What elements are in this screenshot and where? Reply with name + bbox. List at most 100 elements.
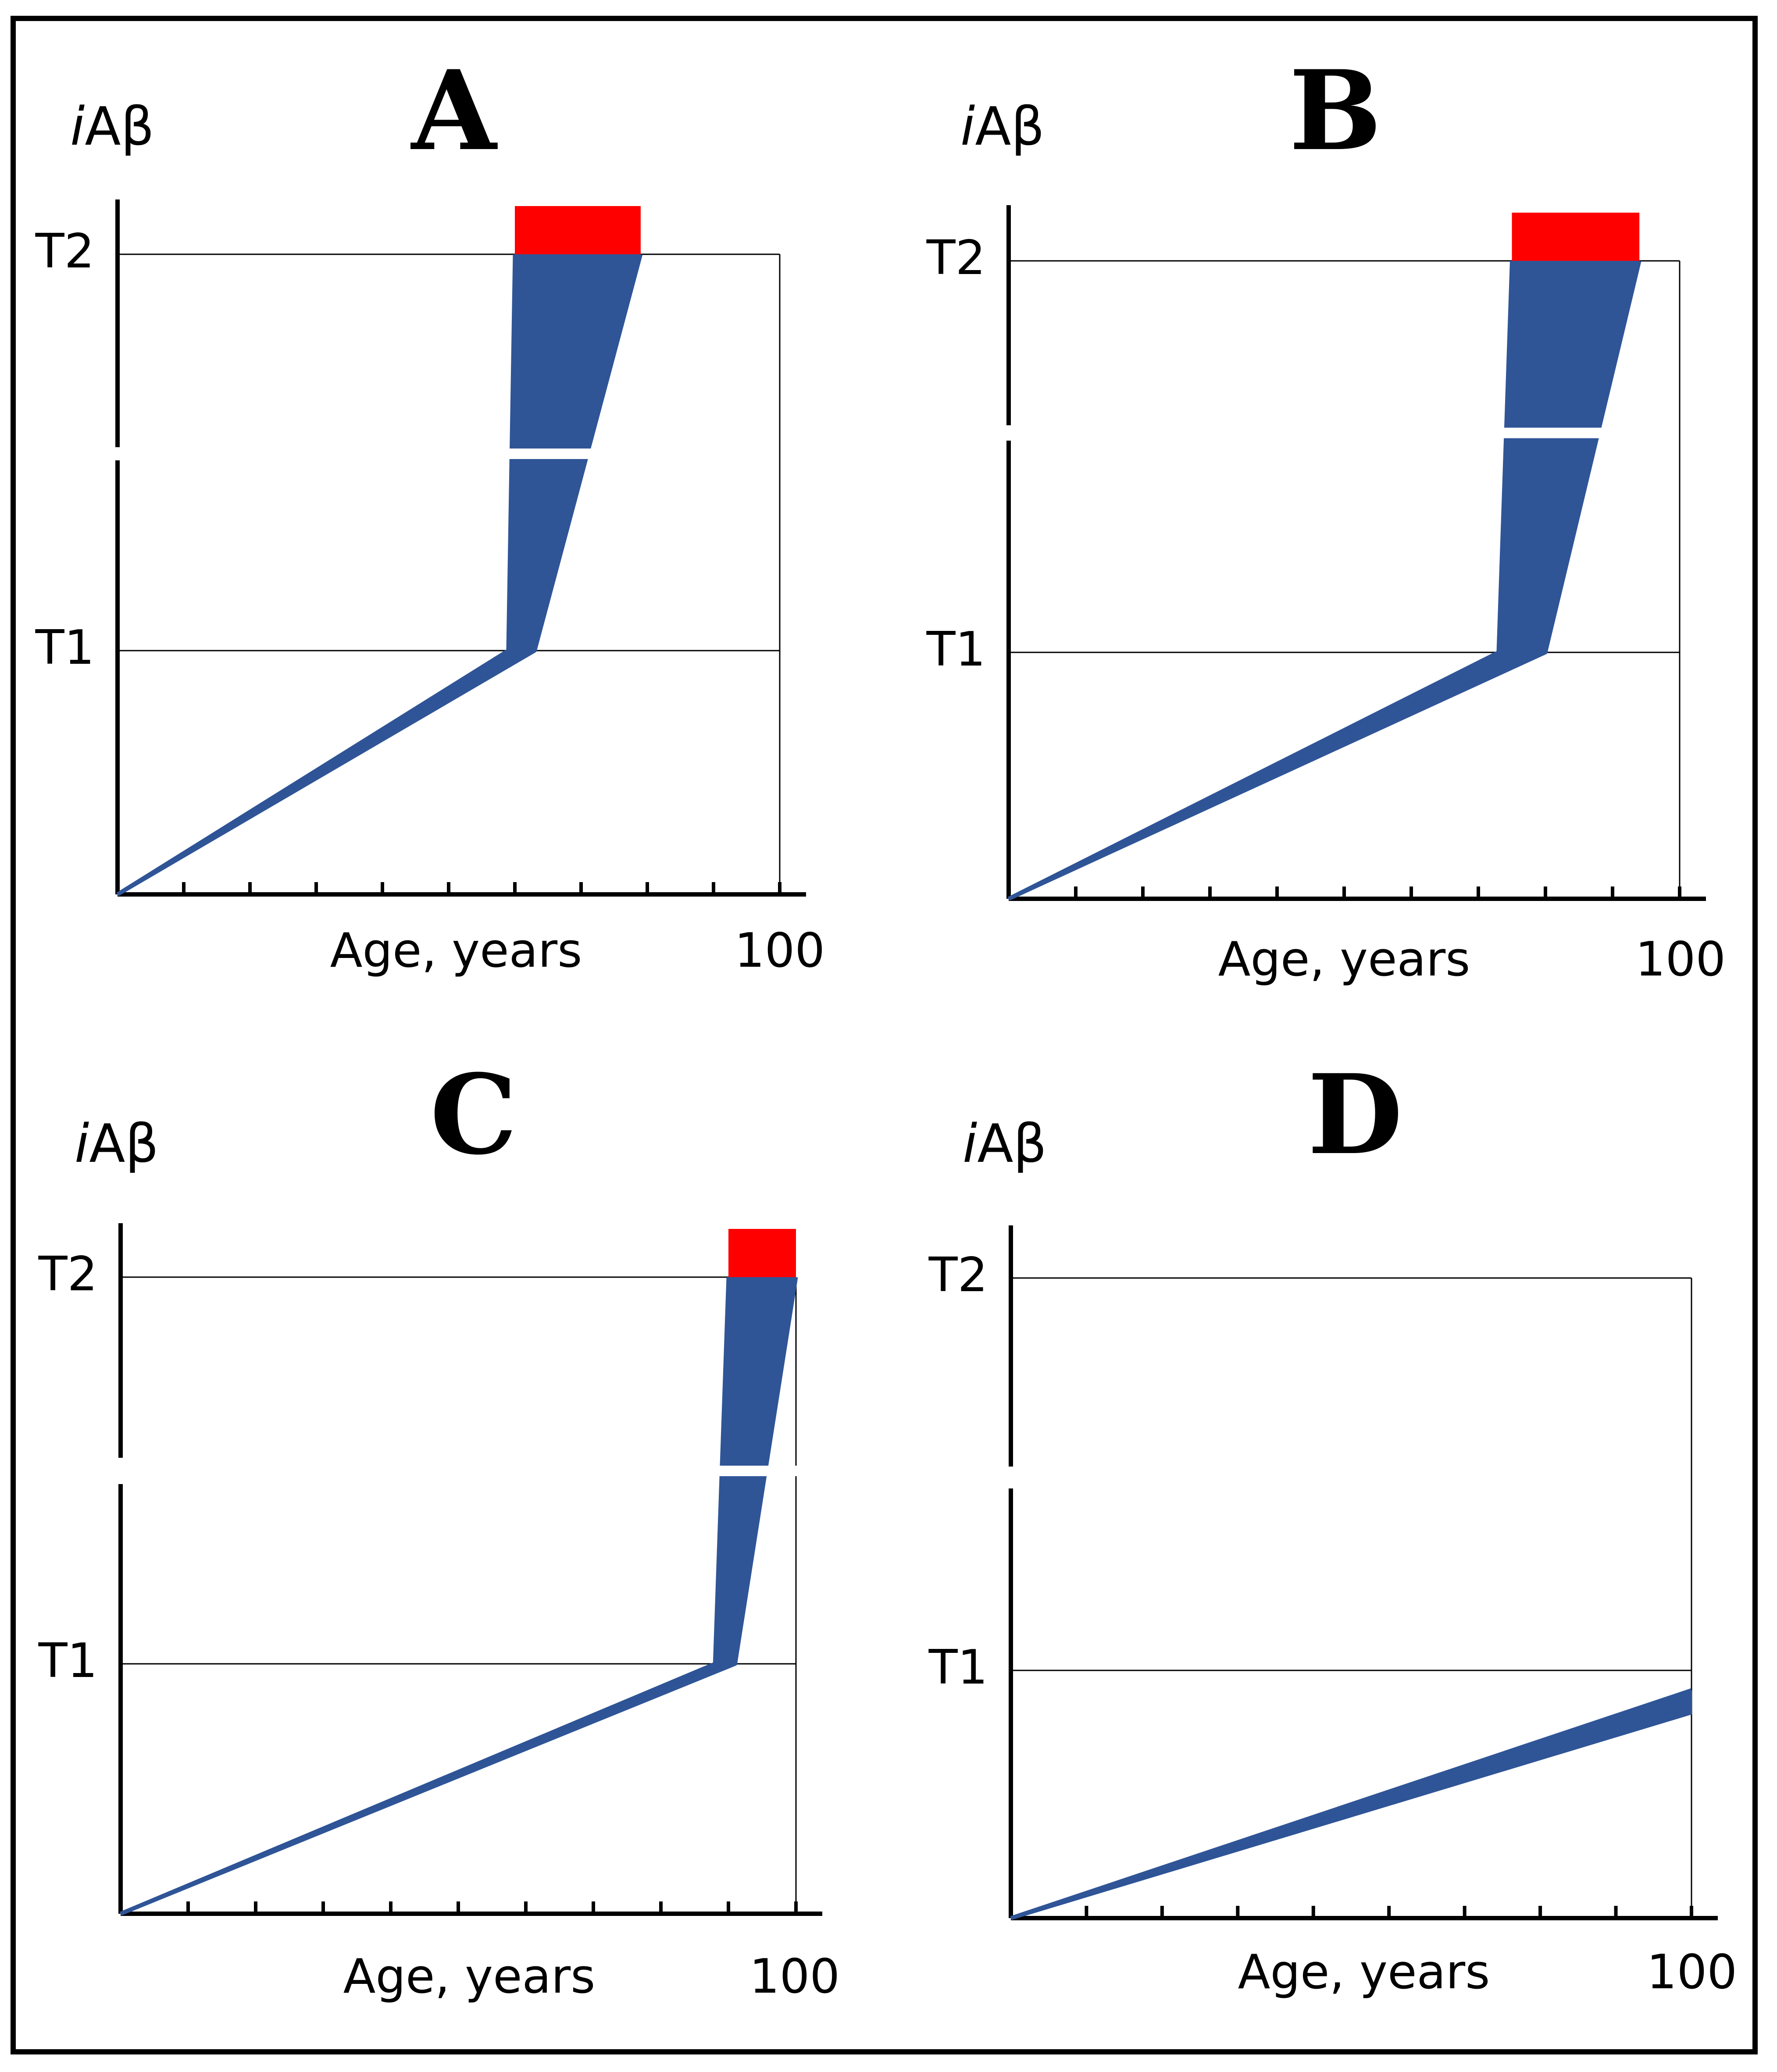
trajectory-fan <box>116 253 658 896</box>
trajectory-line <box>120 1277 748 1916</box>
x-tick-label-100: 100 <box>749 1949 840 2004</box>
y-tick-label-t1: T1 <box>926 622 986 677</box>
y-axis-label-main: Aβ <box>975 96 1045 157</box>
t2-crossing-bar <box>728 1229 796 1277</box>
trajectory-line <box>116 254 517 896</box>
y-axis-label-main: Aβ <box>85 96 154 157</box>
trajectory-line <box>120 1277 789 1916</box>
trajectory-line <box>116 254 555 896</box>
y-axis-label-italic: i <box>75 1114 89 1175</box>
y-tick-label-t1: T1 <box>38 1634 98 1688</box>
y-axis-label-main: Aβ <box>977 1114 1047 1175</box>
y-axis-label-italic: i <box>960 96 975 157</box>
y-axis-label: iAβ <box>70 96 154 157</box>
trajectory-line <box>1007 260 1520 901</box>
trajectory-line <box>120 1277 774 1916</box>
figure-frame <box>11 16 1758 2054</box>
y-axis-label: iAβ <box>963 1114 1047 1175</box>
y-axis-label: iAβ <box>960 96 1045 157</box>
trajectory-fan <box>1010 1688 1692 1920</box>
panel-letter: B <box>1289 46 1381 175</box>
t2-crossing-bar <box>1512 213 1640 261</box>
trajectory-line <box>120 1277 745 1916</box>
x-tick-label-100: 100 <box>735 923 825 978</box>
trajectory-line <box>1008 260 1570 901</box>
trajectory-line <box>120 1277 751 1916</box>
trajectory-line <box>116 254 561 896</box>
trajectory-line <box>116 254 577 896</box>
trajectory-line <box>120 1277 795 1916</box>
x-tick-label-100: 100 <box>1647 1945 1737 2000</box>
y-axis-label: iAβ <box>75 1114 159 1175</box>
y-tick-label-t2: T2 <box>38 1247 98 1302</box>
trajectory-line <box>120 1277 786 1916</box>
trajectory-fan <box>1007 260 1657 901</box>
trajectory-fan-fill <box>1498 261 1640 652</box>
trajectory-line <box>1007 260 1514 901</box>
trajectory-line <box>120 1277 778 1916</box>
trajectory-line <box>116 254 528 896</box>
trajectory-line <box>1008 260 1581 901</box>
trajectory-line <box>120 1277 739 1916</box>
trajectory-line <box>120 1277 760 1916</box>
trajectory-fan <box>120 1277 814 1916</box>
y-tick-label-t2: T2 <box>926 231 986 285</box>
trajectory-line <box>1008 260 1575 901</box>
trajectory-line <box>120 1277 783 1916</box>
trajectory-line <box>1010 1688 1692 1920</box>
y-tick-label-t2: T2 <box>35 224 95 279</box>
trajectory-line <box>1008 260 1586 901</box>
x-axis-label: Age, years <box>1218 932 1470 987</box>
y-axis-label-italic: i <box>70 96 85 157</box>
trajectory-line <box>1008 260 1536 901</box>
trajectory-line <box>1007 260 1525 901</box>
panel-letter: A <box>410 46 498 175</box>
panel-letter: D <box>1308 1050 1403 1179</box>
trajectory-line <box>120 1277 772 1916</box>
panel-letter: C <box>430 1050 517 1179</box>
t2-crossing-bar <box>515 206 641 254</box>
trajectory-line <box>120 1277 731 1916</box>
y-tick-label-t1: T1 <box>928 1640 988 1695</box>
x-axis-label: Age, years <box>343 1949 596 2004</box>
trajectory-line <box>120 1277 798 1916</box>
axis-break-gap <box>697 1466 814 1476</box>
trajectory-line <box>116 254 550 896</box>
trajectory-line <box>120 1277 736 1916</box>
trajectory-line <box>120 1277 766 1916</box>
y-axis-label-italic: i <box>963 1114 977 1175</box>
x-tick-label-100: 100 <box>1635 932 1726 987</box>
trajectory-line <box>116 254 522 896</box>
axis-break-gap <box>1481 427 1657 438</box>
trajectory-line <box>116 254 566 896</box>
trajectory-line <box>120 1277 742 1916</box>
trajectory-line <box>120 1277 781 1916</box>
y-axis-label-main: Aβ <box>89 1114 159 1175</box>
y-tick-label-t1: T1 <box>35 620 95 675</box>
trajectory-line <box>120 1277 763 1916</box>
trajectory-line <box>120 1277 792 1916</box>
trajectory-line <box>120 1277 754 1916</box>
trajectory-line <box>1008 260 1553 901</box>
trajectory-line <box>116 254 544 896</box>
trajectory-line <box>1008 260 1547 901</box>
trajectory-line <box>1008 260 1542 901</box>
axis-break-gap <box>490 449 658 459</box>
trajectory-line <box>1008 260 1564 901</box>
trajectory-line <box>120 1277 757 1916</box>
trajectory-line <box>120 1277 769 1916</box>
x-axis-label: Age, years <box>1238 1945 1490 2000</box>
trajectory-line <box>1007 260 1531 901</box>
trajectory-line <box>116 254 539 896</box>
trajectory-line <box>116 254 572 896</box>
y-tick-label-t2: T2 <box>928 1248 988 1303</box>
trajectory-line <box>116 254 533 896</box>
trajectory-line <box>120 1277 734 1916</box>
x-axis-label: Age, years <box>330 923 582 978</box>
trajectory-line <box>1008 260 1559 901</box>
